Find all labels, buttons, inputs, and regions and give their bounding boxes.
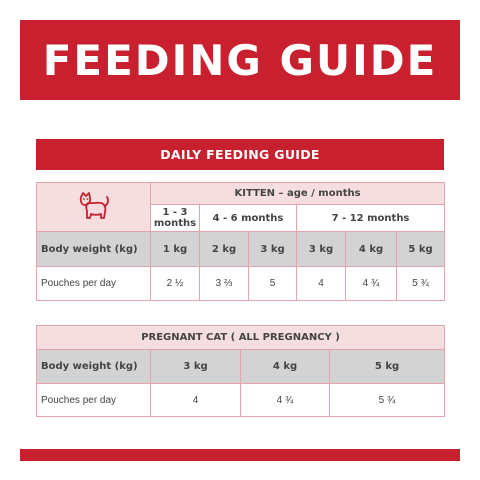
weight-cell: 3 kg xyxy=(248,231,297,267)
weight-cell: 4 kg xyxy=(240,349,330,384)
pregnant-cat-header: PREGNANT CAT ( ALL PREGNANCY ) xyxy=(35,325,446,350)
bottom-divider-bar xyxy=(20,449,460,461)
pouches-cell: 5 ¾ xyxy=(395,266,446,301)
weight-cell: 5 kg xyxy=(395,231,446,267)
pouches-cell: 5 xyxy=(248,266,297,301)
pouches-cell: 5 ¾ xyxy=(328,383,446,417)
daily-feeding-guide-bar: DAILY FEEDING GUIDE xyxy=(36,139,444,170)
pouches-cell: 4 xyxy=(150,383,241,417)
pouches-cell: 4 ¾ xyxy=(240,383,330,417)
feeding-guide-banner: FEEDING GUIDE xyxy=(20,20,460,100)
age-group-4-6: 4 - 6 months xyxy=(199,204,297,232)
page-title: FEEDING GUIDE xyxy=(42,35,438,85)
pregnant-feeding-table: PREGNANT CAT ( ALL PREGNANCY ) Body weig… xyxy=(35,325,446,417)
body-weight-label: Body weight (kg) xyxy=(36,231,151,267)
body-weight-label: Body weight (kg) xyxy=(36,349,151,384)
kitten-age-header: KITTEN – age / months xyxy=(149,182,446,205)
kitten-feeding-table: KITTEN – age / months 1 - 3 months 4 - 6… xyxy=(36,182,446,301)
weight-cell: 5 kg xyxy=(328,349,446,384)
weight-cell: 3 kg xyxy=(150,349,241,384)
cat-icon xyxy=(79,192,109,219)
pouches-label: Pouches per day xyxy=(36,383,151,417)
weight-cell: 4 kg xyxy=(345,231,397,267)
weight-cell: 3 kg xyxy=(296,231,346,267)
cat-icon-cell xyxy=(36,182,151,232)
pouches-cell: 4 xyxy=(296,266,346,301)
pouches-cell: 3 ⅔ xyxy=(199,266,249,301)
pouches-cell: 4 ¾ xyxy=(345,266,397,301)
pouches-cell: 2 ½ xyxy=(150,266,200,301)
pouches-label: Pouches per day xyxy=(36,266,151,301)
age-group-1-3: 1 - 3 months xyxy=(150,204,200,232)
age-group-7-12: 7 - 12 months xyxy=(295,204,446,232)
weight-cell: 1 kg xyxy=(150,231,200,267)
section-title: DAILY FEEDING GUIDE xyxy=(160,147,320,162)
weight-cell: 2 kg xyxy=(199,231,249,267)
